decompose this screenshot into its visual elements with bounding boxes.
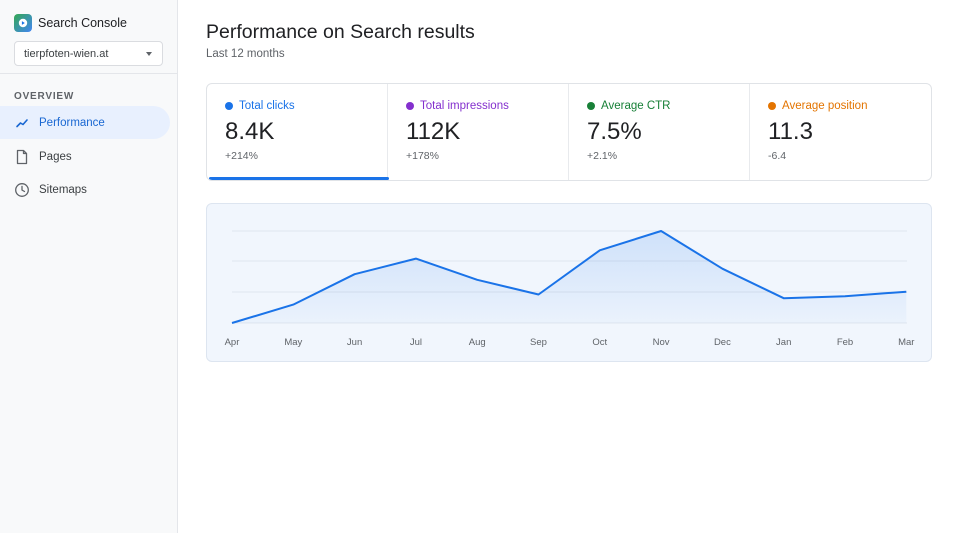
metric-label-text: Total clicks (239, 100, 295, 112)
metric-label: Total clicks (225, 100, 295, 112)
metric-label: Total impressions (406, 100, 509, 112)
performance-chart[interactable]: Apr May Jun Jul Aug Sep Oct Nov Dec Jan Feb Mar (206, 203, 932, 362)
data-point-jan[interactable] (781, 296, 786, 301)
data-point-dec[interactable] (720, 266, 725, 271)
data-point-feb[interactable] (843, 294, 848, 299)
metric-label: Average CTR (587, 100, 670, 112)
metric-value: 8.4K (225, 118, 275, 145)
data-point-sep[interactable] (536, 292, 541, 297)
data-point-oct[interactable] (597, 248, 602, 253)
data-point-jul[interactable] (413, 256, 418, 261)
x-tick-label: Feb (837, 337, 853, 348)
metrics-panel: Total clicks 8.4K +214% Total impression… (206, 83, 932, 181)
metric-dot (768, 102, 776, 110)
metric-card-total-impressions[interactable]: Total impressions 112K +178% (388, 84, 569, 180)
x-tick-label: Dec (714, 337, 731, 348)
brand[interactable]: Search Console (14, 13, 127, 33)
property-selector[interactable]: tierpfoten-wien.at (14, 41, 163, 66)
x-tick-label: Nov (653, 337, 670, 348)
sidebar-item-performance[interactable]: Performance (0, 106, 170, 139)
sidebar-item-pages[interactable]: Pages (0, 140, 170, 173)
metric-delta: +2.1% (587, 150, 618, 162)
metric-value: 112K (406, 118, 461, 145)
x-tick-label: Sep (530, 337, 547, 348)
x-tick-label: Aug (469, 337, 486, 348)
data-point-aug[interactable] (475, 277, 480, 282)
page-subtitle: Last 12 months (206, 48, 285, 60)
clicks-series-line (231, 230, 907, 324)
data-point-apr[interactable] (230, 321, 235, 326)
metric-delta: -6.4 (768, 150, 787, 162)
performance-chart-svg: Apr May Jun Jul Aug Sep Oct Nov Dec Jan Feb Mar (225, 229, 914, 348)
data-point-jun[interactable] (352, 272, 357, 277)
sidebar-item-label: Pages (39, 150, 72, 163)
sidebar-divider (0, 73, 178, 74)
sidebar-item-label: Performance (39, 116, 105, 129)
x-tick-label: Oct (592, 337, 607, 348)
sidebar-section-label: OVERVIEW (14, 91, 75, 102)
selected-metric-indicator (209, 177, 389, 180)
metric-value: 7.5% (587, 118, 642, 145)
x-tick-label: Jul (410, 337, 422, 348)
metric-dot (587, 102, 595, 110)
search-console-logo-icon (14, 14, 32, 32)
clicks-area (232, 231, 907, 323)
data-point-may[interactable] (291, 302, 296, 307)
metric-card-total-clicks[interactable]: Total clicks 8.4K +214% (207, 84, 389, 180)
metric-card-average-ctr[interactable]: Average CTR 7.5% +2.1% (569, 84, 750, 180)
metric-value: 11.3 (768, 118, 813, 145)
x-tick-label: Apr (225, 337, 240, 348)
sidebar-item-label: Sitemaps (39, 183, 87, 196)
x-tick-label: May (284, 337, 302, 348)
data-point-mar[interactable] (904, 289, 909, 294)
clock-icon (14, 182, 30, 198)
metric-delta: +178% (406, 150, 439, 162)
x-tick-label: Jun (347, 337, 362, 348)
x-tick-label: Mar (898, 337, 914, 348)
page-icon (14, 149, 30, 165)
page-title: Performance on Search results (206, 21, 475, 43)
trend-icon (14, 115, 30, 131)
data-point-nov[interactable] (659, 229, 664, 234)
metric-dot (225, 102, 233, 110)
metric-dot (406, 102, 414, 110)
sidebar: Search Console tierpfoten-wien.at OVERVI… (0, 0, 178, 533)
app-name: Search Console (38, 16, 127, 30)
metric-label: Average position (768, 100, 867, 112)
x-tick-label: Jan (776, 337, 791, 348)
metric-label-text: Average CTR (601, 100, 671, 112)
metric-card-average-position[interactable]: Average position 11.3 -6.4 (750, 84, 931, 180)
sidebar-item-sitemaps[interactable]: Sitemaps (0, 173, 170, 206)
metric-label-text: Average position (782, 100, 868, 112)
metric-delta: +214% (225, 150, 258, 162)
caret-down-icon (146, 52, 152, 56)
metric-label-text: Total impressions (420, 100, 509, 112)
property-selector-value: tierpfoten-wien.at (24, 47, 109, 60)
